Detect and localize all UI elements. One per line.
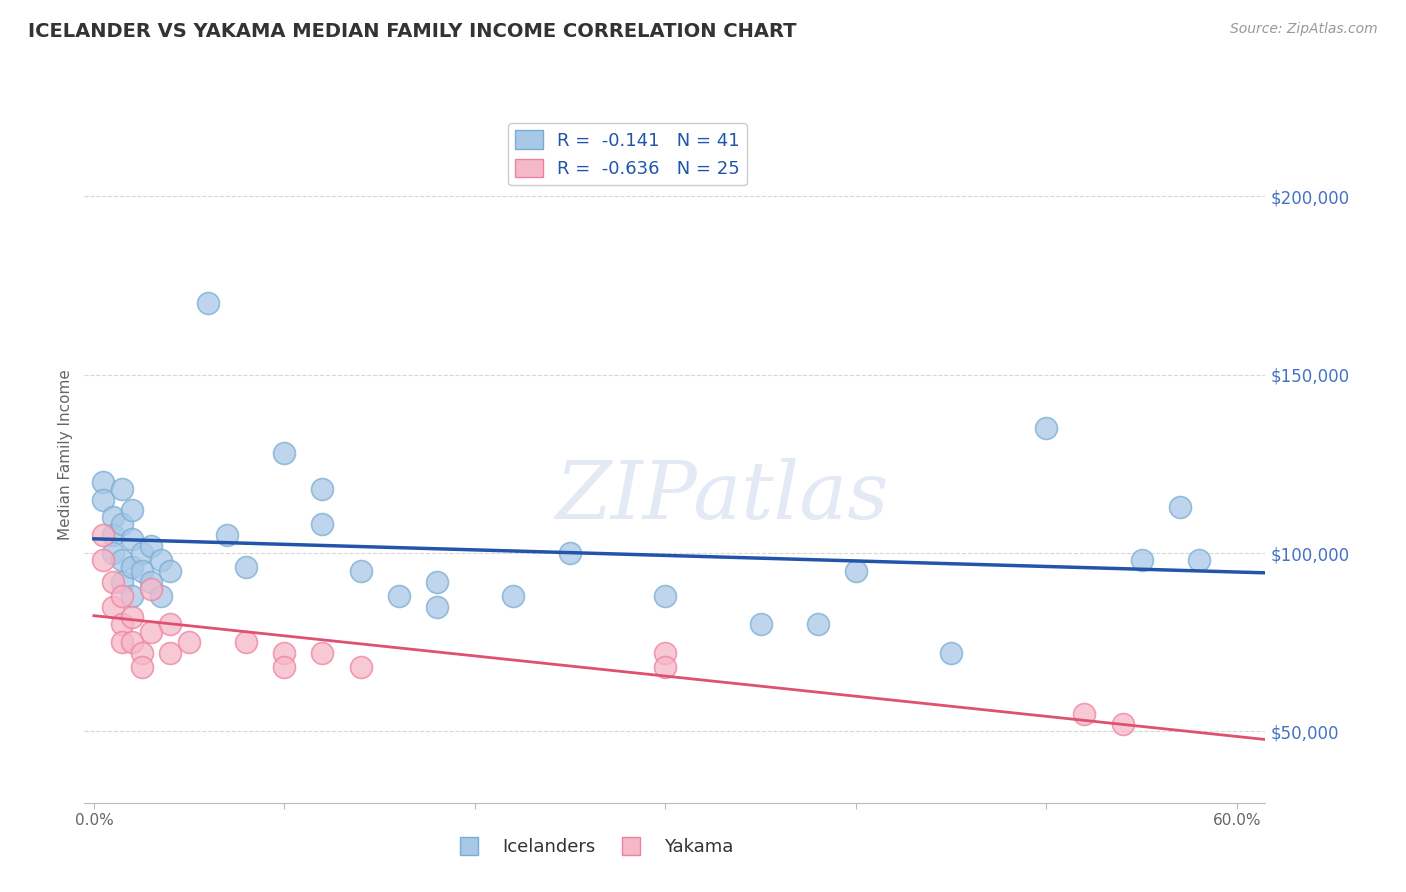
Point (121, 635, 143, 649)
Point (111, 589, 134, 603)
Point (101, 546, 124, 560)
Point (139, 539, 162, 553)
Point (93, 492, 115, 507)
Point (235, 635, 257, 649)
Point (111, 635, 134, 649)
Point (845, 564, 868, 578)
Point (558, 546, 581, 560)
Point (111, 482, 134, 496)
Point (139, 624, 162, 639)
Point (1111, 717, 1133, 731)
Point (654, 646, 676, 660)
Point (426, 574, 449, 589)
Point (121, 610, 143, 624)
Point (121, 532, 143, 546)
Point (101, 510, 124, 524)
Point (111, 574, 134, 589)
Point (93, 553, 115, 567)
Point (101, 528, 124, 542)
Point (273, 660, 295, 674)
Point (111, 517, 134, 532)
Y-axis label: Median Family Income: Median Family Income (58, 369, 73, 541)
Point (654, 660, 676, 674)
Point (197, 296, 219, 310)
Point (121, 503, 143, 517)
Text: Source: ZipAtlas.com: Source: ZipAtlas.com (1230, 22, 1378, 37)
Point (159, 617, 181, 632)
Point (311, 517, 333, 532)
Point (101, 599, 124, 614)
Point (1073, 706, 1095, 721)
Point (139, 574, 162, 589)
Point (179, 635, 201, 649)
Point (1130, 553, 1153, 567)
Point (1168, 500, 1191, 514)
Point (388, 589, 411, 603)
Point (131, 546, 153, 560)
Point (159, 564, 181, 578)
Point (426, 599, 449, 614)
Point (502, 589, 524, 603)
Point (273, 646, 295, 660)
Point (131, 646, 153, 660)
Point (311, 646, 333, 660)
Point (654, 589, 676, 603)
Point (807, 617, 830, 632)
Point (93, 475, 115, 489)
Point (349, 564, 371, 578)
Legend: Icelanders, Yakama: Icelanders, Yakama (444, 831, 741, 863)
Point (311, 482, 333, 496)
Point (111, 617, 134, 632)
Point (121, 560, 143, 574)
Point (149, 553, 172, 567)
Text: ZIPatlas: ZIPatlas (555, 458, 889, 535)
Point (349, 660, 371, 674)
Point (101, 574, 124, 589)
Point (131, 660, 153, 674)
Text: ICELANDER VS YAKAMA MEDIAN FAMILY INCOME CORRELATION CHART: ICELANDER VS YAKAMA MEDIAN FAMILY INCOME… (28, 22, 797, 41)
Point (93, 528, 115, 542)
Point (749, 617, 772, 632)
Point (273, 446, 295, 460)
Point (939, 646, 962, 660)
Point (139, 582, 162, 596)
Point (1188, 553, 1211, 567)
Point (121, 589, 143, 603)
Point (159, 646, 181, 660)
Point (217, 528, 239, 542)
Point (131, 564, 153, 578)
Point (149, 589, 172, 603)
Point (1035, 421, 1057, 435)
Point (111, 553, 134, 567)
Point (235, 560, 257, 574)
